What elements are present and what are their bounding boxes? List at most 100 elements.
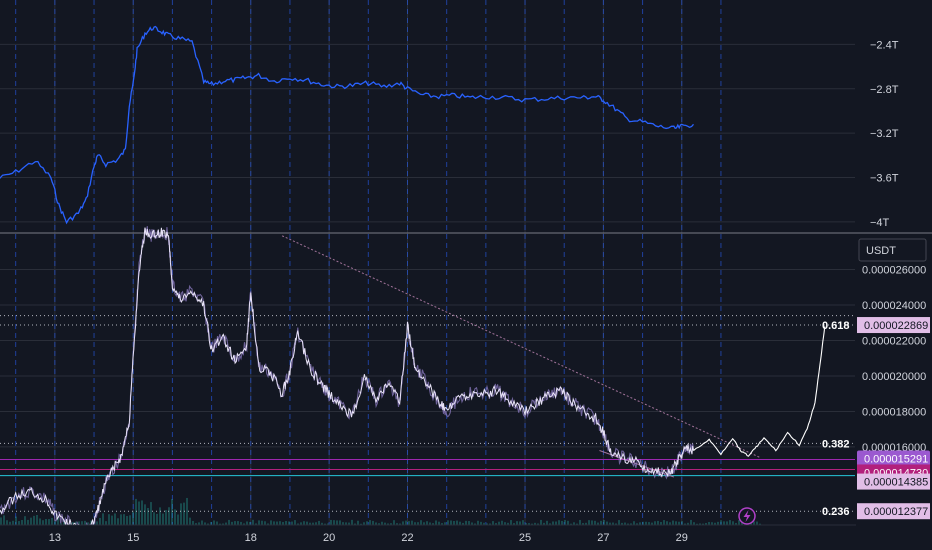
volume-bar <box>609 522 611 525</box>
lightning-icon[interactable] <box>738 507 756 525</box>
projection-line[interactable] <box>693 326 826 457</box>
volume-bar <box>261 520 263 525</box>
volume-bar <box>3 515 5 525</box>
volume-bar <box>108 514 110 525</box>
volume-bar <box>753 521 755 525</box>
upper-panel[interactable]: −2.4T −2.8T −3.2T −3.6T −4T <box>0 25 899 229</box>
volume-bar <box>570 523 572 525</box>
currency-selector[interactable]: USDT <box>858 238 927 262</box>
volume-bar <box>168 507 170 525</box>
volume-bar <box>114 513 116 525</box>
volume-bar <box>33 515 35 525</box>
volume-bar <box>738 519 740 525</box>
volume-bar <box>498 521 500 525</box>
volume-bar <box>612 522 614 525</box>
volume-bar <box>516 521 518 525</box>
volume-bar <box>390 523 392 525</box>
volume-bar <box>204 522 206 525</box>
x-tick-label: 20 <box>323 532 335 544</box>
volume-bar <box>648 522 650 525</box>
volume-bar <box>531 523 533 525</box>
volume-bar <box>666 521 668 525</box>
volume-bar <box>0 517 2 525</box>
volume-bar <box>45 518 47 525</box>
volume-bar <box>636 523 638 525</box>
currency-selector-box[interactable] <box>858 238 927 262</box>
volume-bar <box>198 522 200 525</box>
volume-bar <box>144 504 146 525</box>
fib-level-label: 0.236 <box>822 506 850 518</box>
volume-bar <box>597 522 599 525</box>
volume-bar <box>132 511 134 525</box>
volume-bar <box>42 520 44 525</box>
volume-bar <box>378 523 380 525</box>
volume-bar <box>270 520 272 525</box>
volume-bar <box>57 516 59 525</box>
volume-bar <box>363 522 365 525</box>
volume-bar <box>486 523 488 525</box>
volume-bar <box>330 519 332 525</box>
volume-bar <box>120 514 122 525</box>
volume-bar <box>216 521 218 525</box>
volume-bar <box>297 523 299 525</box>
volume-bar <box>564 519 566 525</box>
volume-bar <box>279 521 281 525</box>
volume-bar <box>399 523 401 525</box>
volume-bar <box>291 521 293 525</box>
upper-series-line[interactable] <box>0 25 694 225</box>
volume-bar <box>465 520 467 525</box>
volume-bar <box>36 514 38 525</box>
fib-price-tag-bg <box>857 503 930 520</box>
volume-bar <box>426 521 428 525</box>
x-tick-label: 25 <box>519 532 531 544</box>
price-line[interactable] <box>0 227 694 535</box>
volume-bar <box>396 523 398 525</box>
volume-bar <box>552 521 554 525</box>
volume-bar <box>402 521 404 525</box>
volume-bar <box>123 514 125 525</box>
volume-bar <box>549 523 551 525</box>
currency-label[interactable]: USDT <box>866 245 896 257</box>
volume-bar <box>240 521 242 525</box>
volume-bar <box>453 520 455 525</box>
volume-bar <box>372 520 374 525</box>
volume-bar <box>90 520 92 525</box>
volume-bar <box>537 523 539 525</box>
volume-bar <box>348 522 350 525</box>
volume-bar <box>306 521 308 525</box>
volume-bar <box>723 521 725 525</box>
volume-bar <box>459 521 461 525</box>
volume-bar <box>210 521 212 525</box>
volume-bar <box>642 521 644 525</box>
main-panel[interactable] <box>0 226 826 537</box>
fib-level-label: 0.382 <box>822 438 850 450</box>
volume-bar <box>351 519 353 525</box>
volume-bar <box>447 520 449 525</box>
volume-bar <box>759 523 761 525</box>
x-tick-label: 27 <box>597 532 609 544</box>
volume-bar <box>438 521 440 525</box>
upper-y-tick: −4T <box>870 217 890 229</box>
volume-bar <box>102 513 104 525</box>
volume-bar <box>732 521 734 525</box>
volume-bar <box>282 522 284 525</box>
volume-bar <box>591 520 593 525</box>
volume-bar <box>288 521 290 525</box>
x-tick-label: 18 <box>245 532 257 544</box>
volume-bar <box>651 522 653 525</box>
volume-bar <box>87 522 89 525</box>
volume-bar <box>702 523 704 525</box>
volume-bar <box>408 521 410 525</box>
volume-bar <box>654 521 656 525</box>
volume-bar <box>18 521 20 525</box>
volume-bar <box>669 522 671 525</box>
volume-bar <box>384 522 386 525</box>
volume-bar <box>369 520 371 525</box>
volume-bar <box>603 519 605 525</box>
volume-bar <box>513 523 515 525</box>
cyan-price-tag: 0.000014385 <box>864 477 928 489</box>
volume-bar <box>444 522 446 525</box>
volume-bar <box>501 520 503 525</box>
volume-bar <box>534 522 536 525</box>
volume-bar <box>735 522 737 525</box>
